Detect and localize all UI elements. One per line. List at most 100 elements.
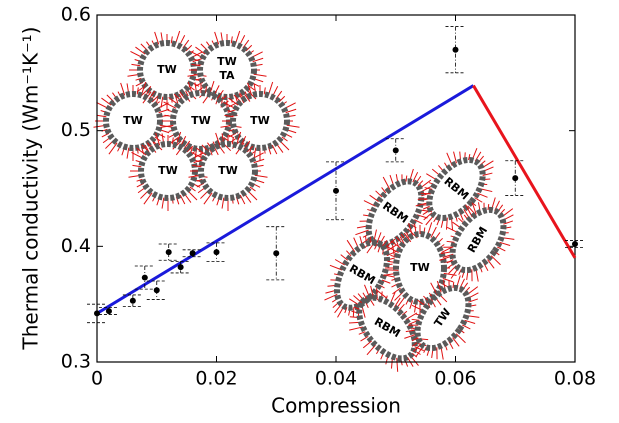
- tube-wall: [230, 91, 290, 151]
- annotation: TW: [157, 63, 177, 76]
- vibration-vector: [148, 90, 156, 100]
- data-point: [452, 46, 459, 53]
- x-tick-label: 0: [91, 368, 103, 390]
- annotation: RBM: [465, 224, 490, 255]
- annotation: TW: [191, 114, 211, 127]
- vibration-vector: [420, 192, 431, 195]
- annotation: RBM: [372, 315, 403, 340]
- vibration-vector: [196, 147, 207, 156]
- vibration-vector: [446, 152, 453, 166]
- vibration-vector: [455, 333, 466, 344]
- vibration-vector: [382, 240, 388, 247]
- vibration-vector: [204, 86, 207, 94]
- vibration-vector: [191, 63, 201, 67]
- vibration-vector: [424, 187, 433, 190]
- data-point: [177, 264, 184, 271]
- vibration-vector: [369, 194, 379, 202]
- nanotube: [127, 30, 207, 110]
- vibration-vector: [349, 326, 363, 331]
- annotation: TW: [158, 164, 178, 177]
- vibration-vector: [355, 229, 369, 236]
- vibration-vector: [487, 203, 490, 211]
- vibration-vector: [405, 175, 408, 182]
- vibration-vector: [362, 292, 367, 300]
- vibration-vector: [420, 185, 432, 193]
- y-tick-label: 0.4: [61, 235, 91, 257]
- vibration-vector: [136, 147, 147, 156]
- vibration-vector: [468, 298, 479, 303]
- vibration-vector: [179, 194, 186, 205]
- vibration-vector: [381, 279, 391, 284]
- vibration-vector: [271, 144, 278, 155]
- vibration-vector: [442, 278, 454, 283]
- vibration-vector: [411, 352, 418, 358]
- vibration-vector: [416, 214, 428, 219]
- data-point: [141, 274, 148, 281]
- vibration-vector: [163, 101, 177, 109]
- vibration-vector: [97, 114, 107, 118]
- vibration-vector: [217, 89, 224, 99]
- vibration-vector: [408, 324, 419, 326]
- vibration-vector: [169, 137, 179, 144]
- tube-wall: [426, 156, 486, 222]
- vibration-vector: [413, 343, 422, 352]
- vibration-vector: [494, 200, 500, 211]
- data-point: [94, 310, 100, 317]
- vibration-vector: [471, 202, 477, 215]
- vibration-vector: [329, 264, 343, 271]
- vibration-vector: [252, 57, 264, 63]
- vibration-vector: [160, 96, 164, 108]
- annotation: TW: [217, 55, 237, 68]
- vibration-vector: [443, 246, 454, 248]
- vibration-vector: [254, 174, 268, 178]
- nanotube: [348, 284, 429, 372]
- vibration-vector: [465, 204, 473, 218]
- vibration-vector: [436, 347, 438, 360]
- vibration-vector: [253, 73, 267, 77]
- vibration-vector: [446, 240, 455, 243]
- vibration-vector: [214, 31, 220, 45]
- vibration-vector: [281, 136, 288, 142]
- vibration-vector: [154, 31, 160, 45]
- vibration-vector: [192, 164, 202, 168]
- vibration-vector: [459, 278, 465, 289]
- vibration-vector: [363, 200, 376, 207]
- vibration-vector: [494, 251, 500, 256]
- vibration-vector: [358, 331, 366, 335]
- vibration-vector: [334, 303, 342, 314]
- vibration-vector: [224, 114, 234, 118]
- data-point: [213, 249, 220, 256]
- vibration-vector: [490, 255, 501, 266]
- x-tick-label: 0.02: [195, 368, 237, 390]
- data-point: [512, 175, 519, 182]
- vibration-vector: [286, 124, 300, 128]
- vibration-vector: [448, 265, 457, 274]
- vibration-vector: [253, 147, 257, 159]
- tube-wall: [103, 91, 163, 151]
- vibration-vector: [366, 344, 376, 356]
- tube-wall: [197, 40, 257, 100]
- annotation: TW: [410, 261, 430, 274]
- vibration-vector: [411, 337, 419, 342]
- vibration-vector: [247, 82, 253, 96]
- vibration-vector: [132, 164, 142, 168]
- y-tick-label: 0.6: [61, 4, 91, 26]
- vibration-vector: [393, 297, 401, 308]
- data-point: [189, 250, 196, 257]
- vibration-vector: [436, 280, 442, 293]
- vibration-vector: [231, 137, 234, 145]
- vibration-vector: [452, 337, 460, 347]
- vibration-vector: [362, 340, 373, 349]
- vibration-vector: [414, 346, 424, 352]
- data-point: [153, 287, 160, 294]
- vibration-vector: [385, 245, 399, 254]
- y-axis-label: Thermal conductivity (Wm⁻¹K⁻¹): [19, 27, 43, 351]
- vibration-vector: [409, 300, 414, 310]
- data-point: [333, 187, 339, 194]
- vibration-vector: [155, 132, 161, 146]
- vibration-vector: [230, 36, 233, 44]
- vibration-vector: [396, 357, 399, 372]
- vibration-vector: [369, 236, 371, 243]
- vibration-vector: [126, 147, 130, 159]
- vibration-vector: [248, 85, 255, 91]
